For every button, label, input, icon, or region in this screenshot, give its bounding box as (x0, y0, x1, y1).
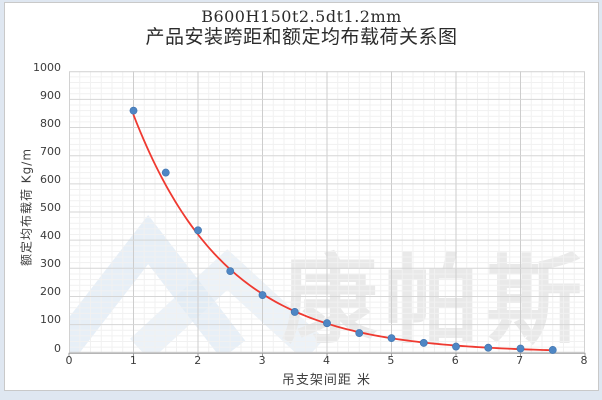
x-axis-title: 吊支架间距 米 (281, 373, 372, 388)
major-gridlines (69, 71, 585, 353)
data-point (226, 267, 235, 276)
y-tick-label: 700 (40, 144, 61, 158)
data-point (484, 343, 493, 352)
x-tick-label: 6 (451, 354, 459, 367)
x-tick-label: 1 (129, 354, 137, 367)
data-point (323, 319, 331, 328)
y-tick-label: 300 (40, 257, 61, 271)
y-tick-label: 100 (40, 313, 61, 327)
chart-title: B600H150t2.5dt1.2mm 产品安装跨距和额定均布载荷关系图 (5, 7, 598, 49)
y-tick-label: 0 (54, 341, 61, 355)
plot-border (69, 71, 585, 353)
x-tick-label: 0 (65, 354, 73, 367)
x-tick-label: 5 (387, 354, 395, 367)
data-point (258, 291, 267, 299)
data-point (355, 329, 364, 337)
x-tick-label: 4 (323, 354, 330, 367)
x-tick-label: 8 (580, 354, 588, 367)
watermark-text: 康帕斯 (281, 244, 588, 357)
data-point (452, 342, 460, 351)
y-tick-label: 600 (40, 172, 61, 186)
data-series (129, 106, 557, 354)
data-point (419, 339, 428, 347)
y-tick-label: 400 (40, 229, 61, 243)
x-axis (68, 352, 586, 357)
data-point (548, 346, 557, 354)
x-tick-label: 2 (194, 354, 202, 367)
chart-object[interactable]: B600H150t2.5dt1.2mm 产品安装跨距和额定均布载荷关系图 额定均… (4, 2, 599, 391)
data-point (290, 308, 299, 316)
x-tick-label: 7 (516, 354, 524, 367)
x-tick-label: 3 (258, 354, 266, 367)
y-tick-label: 500 (40, 201, 61, 214)
chart-title-model: B600H150t2.5dt1.2mm (201, 7, 402, 26)
chart-title-main: 产品安装跨距和额定均布载荷关系图 (145, 26, 458, 48)
y-tick-label: 900 (40, 88, 61, 102)
y-tick-label: 800 (40, 116, 61, 130)
y-tick-label: 1000 (33, 60, 61, 74)
data-point (194, 226, 202, 235)
trendline-curve (132, 113, 554, 352)
y-tick-label: 200 (40, 285, 61, 299)
data-point (129, 106, 138, 115)
data-point (516, 344, 525, 353)
data-point (161, 168, 170, 177)
plot-area: 康帕斯 (68, 71, 588, 357)
data-point (387, 334, 396, 343)
